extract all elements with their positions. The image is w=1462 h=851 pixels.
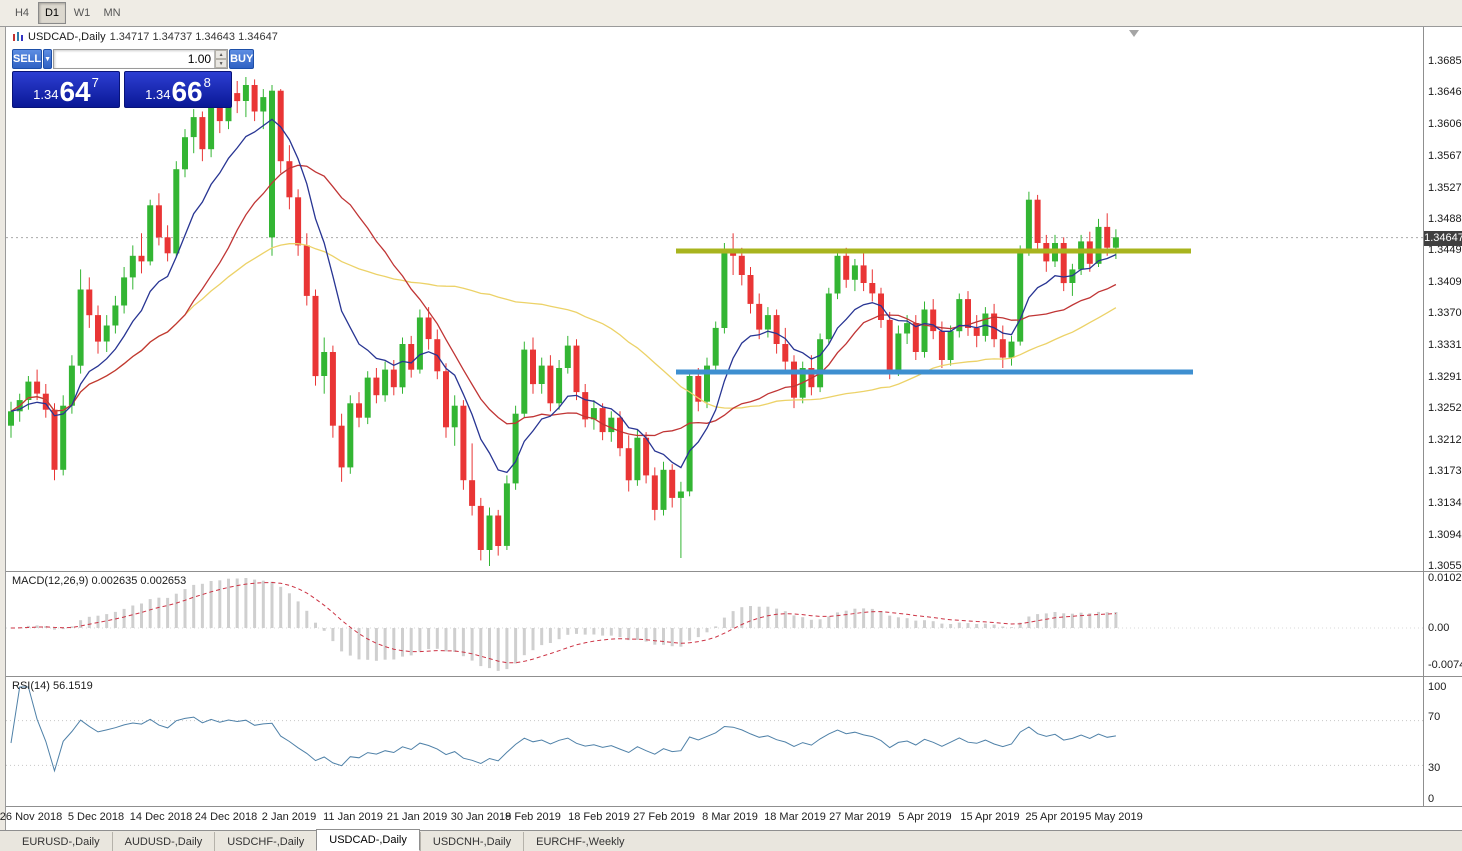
- date-label: 15 Apr 2019: [960, 811, 1020, 823]
- macd-label: MACD(12,26,9) 0.002635 0.002653: [12, 575, 187, 587]
- volume-field: ▲ ▼: [53, 49, 229, 69]
- scale-tick-label: 1.34090: [1428, 276, 1462, 289]
- sell-price-pip: 7: [91, 75, 99, 90]
- scale-tick-label: 1.32910: [1428, 370, 1462, 383]
- scale-tick-label: 0: [1428, 793, 1435, 805]
- buy-price-pip: 8: [203, 75, 211, 90]
- chart-title: USDCAD-,Daily 1.34717 1.34737 1.34643 1.…: [12, 31, 278, 43]
- rsi-canvas: [6, 676, 1423, 806]
- chart-shift-marker[interactable]: [1129, 30, 1139, 37]
- date-label: 24 Dec 2018: [194, 811, 258, 823]
- price-pane[interactable]: USDCAD-,Daily 1.34717 1.34737 1.34643 1.…: [6, 27, 1423, 571]
- chart-type-icon: [12, 31, 24, 43]
- ohlc-values: 1.34717 1.34737 1.34643 1.34647: [109, 31, 278, 43]
- timeframe-toolbar: H4 D1 W1 MN: [0, 0, 1462, 27]
- date-label: 27 Mar 2019: [829, 811, 891, 823]
- date-label: 27 Feb 2019: [633, 811, 695, 823]
- date-label: 18 Mar 2019: [764, 811, 826, 823]
- volume-down-icon[interactable]: ▼: [215, 59, 228, 68]
- price-scale: 1.34647 1.36850 1.36460 1.36060 1.35670 1.35…: [1423, 27, 1462, 806]
- timeframe-button-w1[interactable]: W1: [73, 7, 91, 19]
- date-label: 30 Jan 2019: [450, 811, 512, 823]
- symbol-tab-eurusd[interactable]: EURUSD-,Daily: [22, 835, 100, 848]
- axis-divider: [6, 806, 1462, 807]
- scale-tick-label: 1.32120: [1428, 434, 1462, 447]
- scale-tick-label: 1.36060: [1428, 118, 1462, 131]
- macd-pane[interactable]: MACD(12,26,9) 0.002635 0.002653: [6, 571, 1423, 676]
- scale-tick-label: -0.00747: [1428, 659, 1462, 671]
- timeframe-button-d1[interactable]: D1: [38, 2, 66, 24]
- scale-tick-label: 0.010229: [1428, 572, 1462, 584]
- buy-button[interactable]: BUY: [229, 49, 255, 69]
- scale-tick-label: 1.31340: [1428, 496, 1462, 509]
- date-label: 5 May 2019: [1085, 811, 1143, 823]
- date-label: 2 Jan 2019: [261, 811, 317, 823]
- symbol-tab-usdcnh[interactable]: USDCNH-,Daily: [419, 832, 523, 851]
- current-price-badge: 1.34647: [1424, 230, 1462, 246]
- date-label: 5 Dec 2018: [67, 811, 125, 823]
- timeframe-button-h4[interactable]: H4: [14, 7, 30, 19]
- date-label: 25 Apr 2019: [1025, 811, 1085, 823]
- scale-tick-label: 100: [1428, 681, 1447, 693]
- date-label: 11 Jan 2019: [323, 811, 383, 823]
- date-label: 21 Jan 2019: [386, 811, 448, 823]
- buy-price-big: 66: [171, 76, 203, 108]
- scale-tick-label: 1.35670: [1428, 149, 1462, 162]
- scale-tick-label: 1.30940: [1428, 528, 1462, 541]
- scale-tick-label: 1.33700: [1428, 307, 1462, 320]
- date-axis: 26 Nov 2018 5 Dec 2018 14 Dec 2018 24 Dec 2…: [0, 806, 1462, 830]
- buy-price-box[interactable]: 1.34 66 8: [124, 71, 232, 108]
- volume-input[interactable]: [54, 50, 215, 68]
- scale-tick-label: 1.36850: [1428, 55, 1462, 67]
- date-label: 5 Apr 2019: [898, 811, 952, 823]
- symbol-period-label: USDCAD-,Daily: [28, 31, 106, 43]
- symbol-tab-eurchf[interactable]: EURCHF-,Weekly: [523, 832, 636, 851]
- sell-button[interactable]: SELL: [12, 49, 43, 69]
- buy-price-prefix: 1.34: [145, 87, 171, 102]
- price-chart-canvas[interactable]: [6, 27, 1423, 571]
- rsi-pane[interactable]: RSI(14) 56.1519: [6, 676, 1423, 806]
- scale-tick-label: 70: [1428, 711, 1441, 723]
- sell-price-prefix: 1.34: [33, 87, 59, 102]
- timeframe-button-mn[interactable]: MN: [103, 7, 121, 19]
- scale-tick-label: 0.00: [1428, 622, 1450, 634]
- symbol-tab-audusd[interactable]: AUDUSD-,Daily: [111, 832, 215, 851]
- scale-tick-label: 1.34490: [1428, 244, 1462, 257]
- date-label: 8 Feb 2019: [505, 811, 561, 823]
- symbol-tab-usdchf[interactable]: USDCHF-,Daily: [214, 832, 316, 851]
- date-label: 18 Feb 2019: [568, 811, 630, 823]
- symbol-tab-usdcad[interactable]: USDCAD-,Daily: [316, 829, 420, 851]
- date-label: 14 Dec 2018: [129, 811, 193, 823]
- volume-dropdown-icon[interactable]: ▼: [43, 49, 53, 69]
- chart-area: USDCAD-,Daily 1.34717 1.34737 1.34643 1.…: [0, 27, 1462, 830]
- pane-divider[interactable]: [6, 571, 1462, 572]
- scale-tick-label: 1.34880: [1428, 212, 1462, 225]
- macd-canvas: [6, 571, 1423, 676]
- scale-tick-label: 1.33310: [1428, 338, 1462, 351]
- scale-tick-label: 1.31730: [1428, 465, 1462, 478]
- date-label: 26 Nov 2018: [0, 811, 63, 823]
- scale-tick-label: 1.36460: [1428, 86, 1462, 99]
- scale-tick-label: 1.32520: [1428, 402, 1462, 415]
- date-label: 8 Mar 2019: [702, 811, 758, 823]
- symbol-tab-bar: EURUSD-,Daily AUDUSD-,Daily USDCHF-,Daily U…: [0, 829, 1462, 851]
- volume-up-icon[interactable]: ▲: [215, 50, 228, 59]
- rsi-label: RSI(14) 56.1519: [12, 680, 93, 692]
- scale-tick-label: 1.35270: [1428, 181, 1462, 194]
- pane-divider[interactable]: [6, 676, 1462, 677]
- sell-price-big: 64: [59, 76, 91, 108]
- scale-tick-label: 30: [1428, 762, 1441, 774]
- sell-price-box[interactable]: 1.34 64 7: [12, 71, 120, 108]
- one-click-trading-panel: SELL ▼ ▲ ▼ BUY 1.34 64 7: [12, 49, 255, 108]
